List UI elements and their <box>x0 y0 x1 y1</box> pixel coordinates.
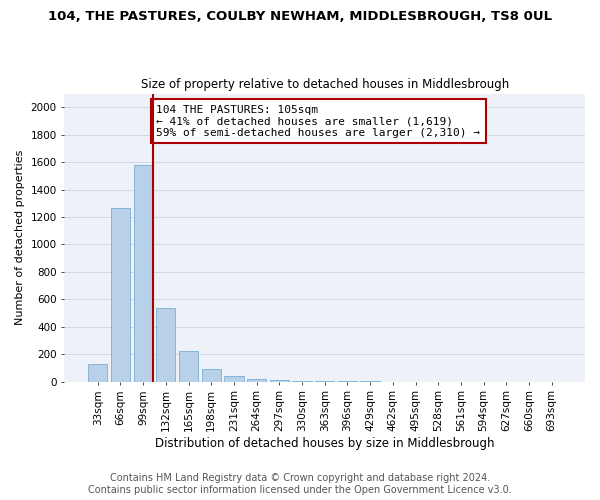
Bar <box>88 364 107 382</box>
Bar <box>111 208 130 382</box>
Bar <box>269 380 289 382</box>
Bar <box>202 368 221 382</box>
Title: Size of property relative to detached houses in Middlesbrough: Size of property relative to detached ho… <box>140 78 509 91</box>
Bar <box>156 308 175 382</box>
Text: 104, THE PASTURES, COULBY NEWHAM, MIDDLESBROUGH, TS8 0UL: 104, THE PASTURES, COULBY NEWHAM, MIDDLE… <box>48 10 552 23</box>
Bar <box>315 381 334 382</box>
Bar <box>292 381 311 382</box>
Y-axis label: Number of detached properties: Number of detached properties <box>15 150 25 326</box>
Bar <box>179 352 198 382</box>
Text: Contains HM Land Registry data © Crown copyright and database right 2024.
Contai: Contains HM Land Registry data © Crown c… <box>88 474 512 495</box>
Bar <box>134 165 153 382</box>
Bar <box>247 379 266 382</box>
Bar <box>224 376 244 382</box>
Text: 104 THE PASTURES: 105sqm
← 41% of detached houses are smaller (1,619)
59% of sem: 104 THE PASTURES: 105sqm ← 41% of detach… <box>156 104 480 138</box>
X-axis label: Distribution of detached houses by size in Middlesbrough: Distribution of detached houses by size … <box>155 437 494 450</box>
